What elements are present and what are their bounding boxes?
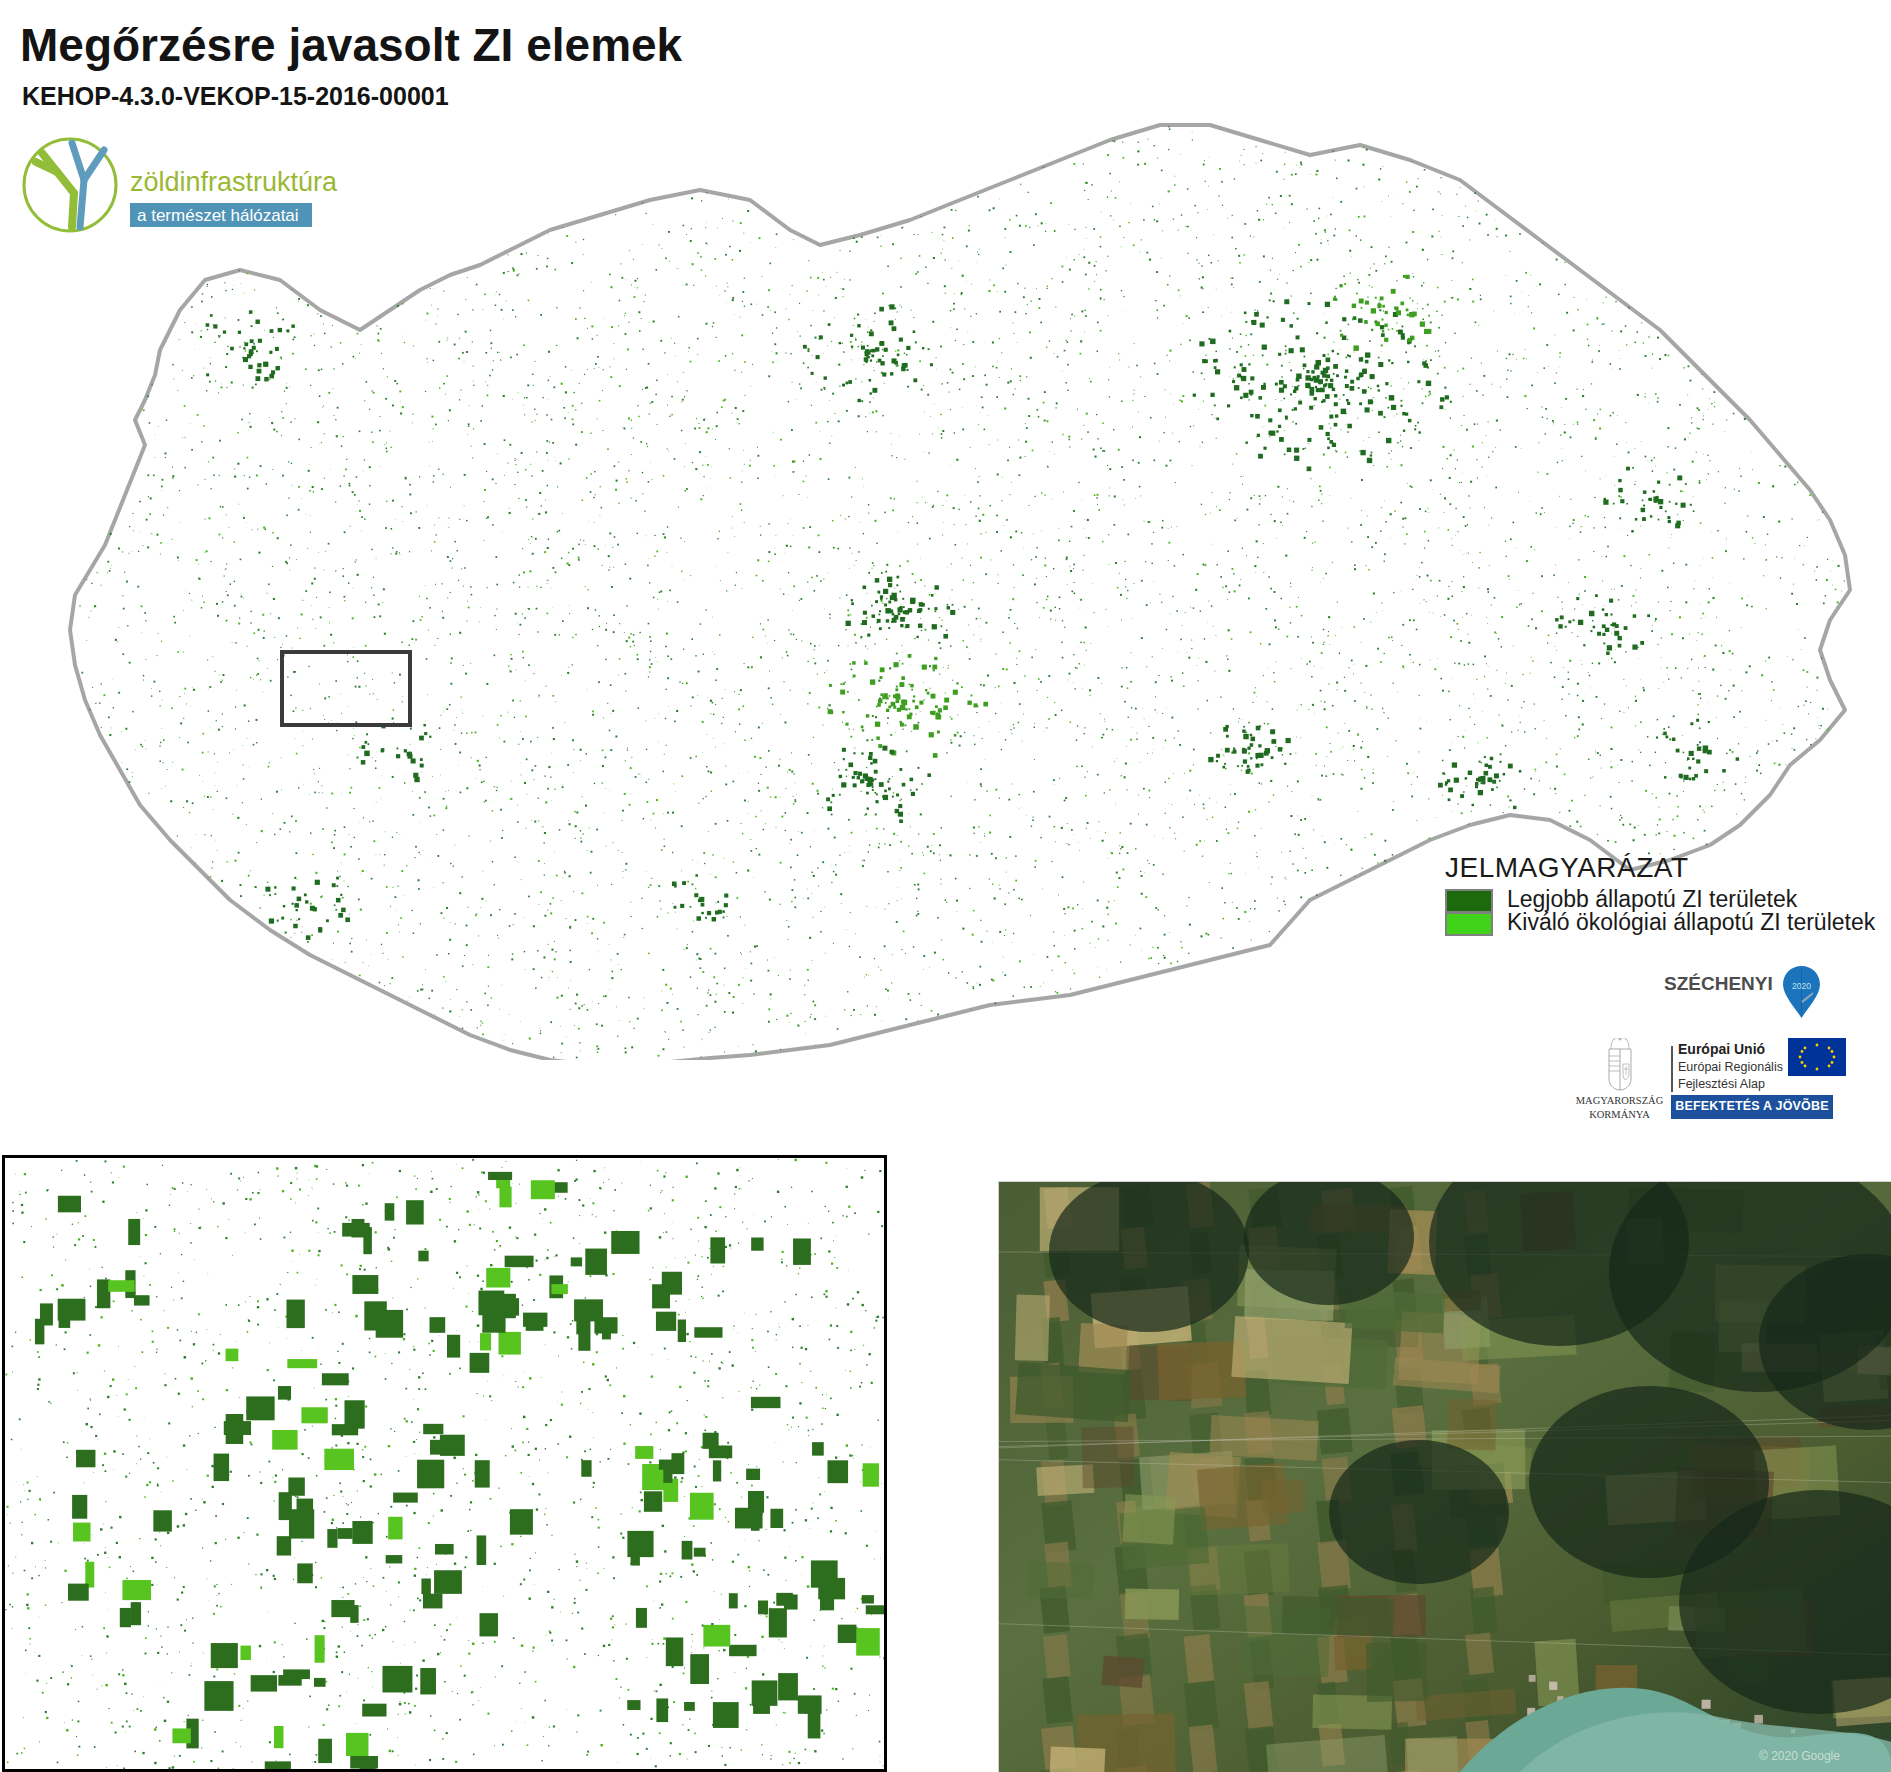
svg-text:© 2020 Google: © 2020 Google bbox=[1759, 1749, 1840, 1763]
svg-text:2020: 2020 bbox=[1792, 981, 1811, 991]
